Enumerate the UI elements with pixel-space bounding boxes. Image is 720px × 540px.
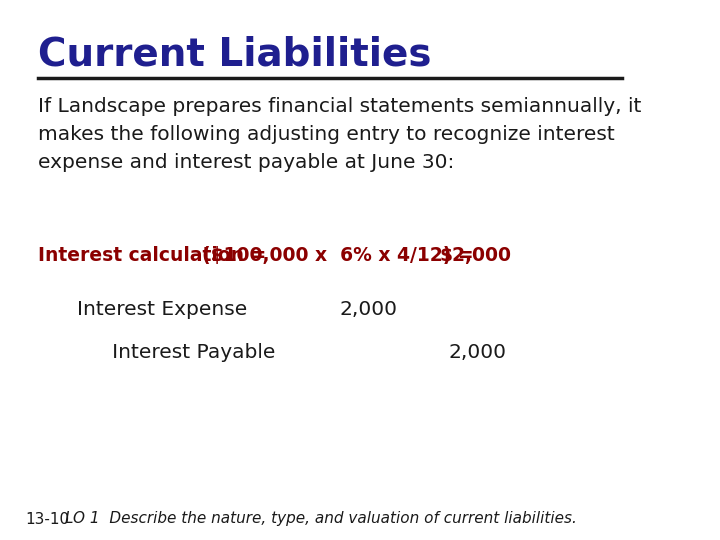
Text: LO 1  Describe the nature, type, and valuation of current liabilities.: LO 1 Describe the nature, type, and valu… [65, 511, 577, 526]
Text: $2,000: $2,000 [439, 246, 511, 265]
Text: Current Liabilities: Current Liabilities [38, 35, 432, 73]
Text: If Landscape prepares financial statements semiannually, it
makes the following : If Landscape prepares financial statemen… [38, 97, 642, 172]
Text: Interest Expense: Interest Expense [77, 300, 247, 319]
Text: 2,000: 2,000 [449, 343, 507, 362]
Text: Interest calculation =: Interest calculation = [38, 246, 273, 265]
Text: 13-10: 13-10 [26, 511, 70, 526]
Text: ($100,000 x  6% x 4/12) =: ($100,000 x 6% x 4/12) = [189, 246, 480, 265]
Text: Interest Payable: Interest Payable [93, 343, 275, 362]
Text: 2,000: 2,000 [340, 300, 398, 319]
